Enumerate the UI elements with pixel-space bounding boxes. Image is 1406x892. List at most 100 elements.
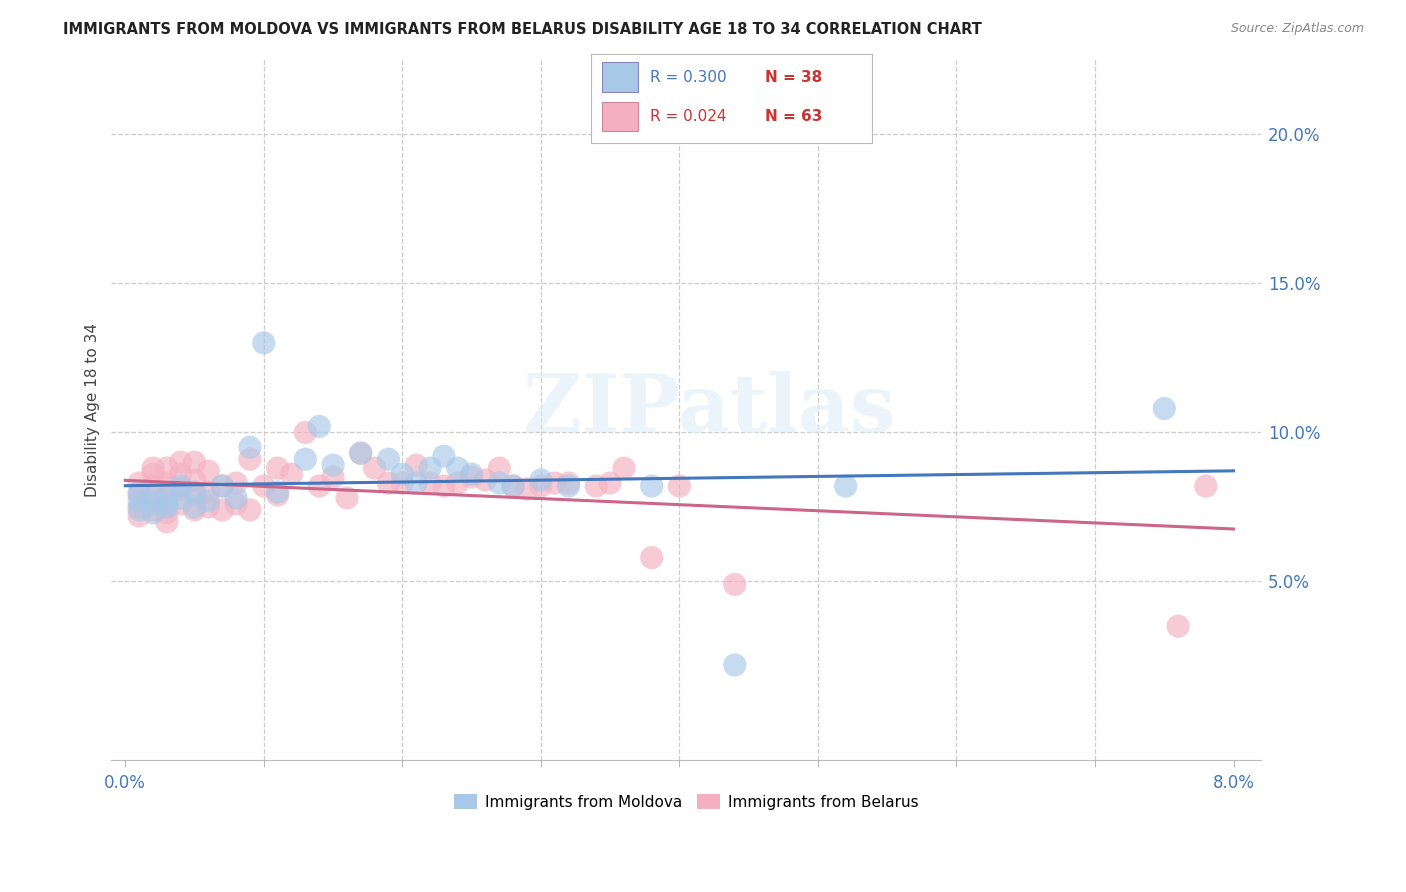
- Point: [834, 479, 856, 493]
- Point: [170, 497, 193, 511]
- Text: N = 38: N = 38: [765, 70, 823, 85]
- Point: [239, 452, 262, 467]
- Point: [350, 446, 373, 460]
- Point: [419, 476, 441, 491]
- Point: [322, 458, 344, 472]
- Point: [599, 476, 621, 491]
- Bar: [602, 102, 638, 131]
- Point: [266, 485, 288, 500]
- Point: [377, 452, 399, 467]
- Point: [1167, 619, 1189, 633]
- Point: [183, 473, 205, 487]
- Point: [363, 461, 385, 475]
- Point: [183, 500, 205, 514]
- Point: [211, 479, 233, 493]
- Point: [183, 488, 205, 502]
- Point: [239, 440, 262, 454]
- Point: [557, 479, 579, 493]
- Point: [183, 503, 205, 517]
- Point: [294, 425, 316, 440]
- Point: [488, 476, 510, 491]
- Point: [668, 479, 690, 493]
- Point: [142, 494, 165, 508]
- Text: Source: ZipAtlas.com: Source: ZipAtlas.com: [1230, 22, 1364, 36]
- Point: [225, 497, 247, 511]
- Point: [266, 461, 288, 475]
- Point: [405, 476, 427, 491]
- Point: [391, 467, 413, 482]
- Point: [724, 577, 747, 591]
- Point: [474, 473, 496, 487]
- Point: [433, 479, 456, 493]
- Point: [170, 482, 193, 496]
- Point: [128, 500, 150, 514]
- Point: [170, 479, 193, 493]
- Point: [516, 482, 538, 496]
- Bar: [602, 62, 638, 92]
- Point: [197, 485, 219, 500]
- Point: [613, 461, 636, 475]
- Point: [128, 476, 150, 491]
- Text: IMMIGRANTS FROM MOLDOVA VS IMMIGRANTS FROM BELARUS DISABILITY AGE 18 TO 34 CORRE: IMMIGRANTS FROM MOLDOVA VS IMMIGRANTS FR…: [63, 22, 983, 37]
- Point: [156, 497, 179, 511]
- Point: [377, 476, 399, 491]
- Point: [488, 461, 510, 475]
- Point: [197, 500, 219, 514]
- Point: [280, 467, 302, 482]
- Point: [128, 485, 150, 500]
- Point: [530, 473, 553, 487]
- Point: [170, 491, 193, 505]
- Point: [544, 476, 567, 491]
- Point: [156, 491, 179, 505]
- Point: [239, 503, 262, 517]
- Point: [502, 479, 524, 493]
- Point: [156, 491, 179, 505]
- Point: [724, 657, 747, 672]
- Point: [1153, 401, 1175, 416]
- Point: [170, 455, 193, 469]
- Point: [322, 470, 344, 484]
- Point: [253, 335, 276, 350]
- Point: [641, 550, 664, 565]
- Point: [294, 452, 316, 467]
- Point: [142, 461, 165, 475]
- Text: ZIPatlas: ZIPatlas: [523, 371, 896, 449]
- Point: [197, 494, 219, 508]
- Point: [336, 491, 359, 505]
- Text: R = 0.300: R = 0.300: [650, 70, 725, 85]
- Point: [211, 479, 233, 493]
- Text: R = 0.024: R = 0.024: [650, 109, 725, 124]
- Point: [142, 497, 165, 511]
- Point: [419, 461, 441, 475]
- Point: [211, 503, 233, 517]
- Point: [156, 506, 179, 520]
- Point: [447, 476, 470, 491]
- Point: [197, 464, 219, 478]
- Point: [170, 467, 193, 482]
- Point: [142, 479, 165, 493]
- Point: [308, 479, 330, 493]
- Point: [391, 476, 413, 491]
- Point: [557, 476, 579, 491]
- Point: [183, 485, 205, 500]
- Point: [156, 476, 179, 491]
- Point: [350, 446, 373, 460]
- Point: [156, 515, 179, 529]
- Text: N = 63: N = 63: [765, 109, 823, 124]
- Point: [447, 461, 470, 475]
- Legend: Immigrants from Moldova, Immigrants from Belarus: Immigrants from Moldova, Immigrants from…: [449, 788, 925, 816]
- Point: [128, 508, 150, 523]
- Point: [405, 458, 427, 472]
- Point: [142, 467, 165, 482]
- Point: [266, 488, 288, 502]
- Point: [128, 488, 150, 502]
- Point: [433, 449, 456, 463]
- Point: [142, 506, 165, 520]
- Point: [156, 461, 179, 475]
- Point: [253, 479, 276, 493]
- Point: [502, 479, 524, 493]
- Point: [128, 503, 150, 517]
- Point: [183, 455, 205, 469]
- Point: [530, 479, 553, 493]
- Point: [142, 488, 165, 502]
